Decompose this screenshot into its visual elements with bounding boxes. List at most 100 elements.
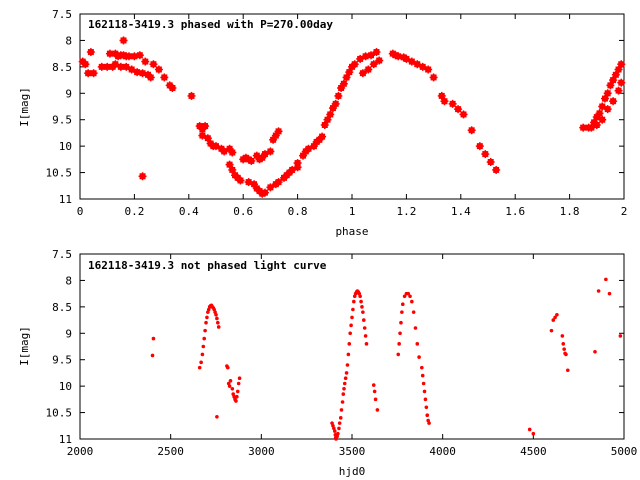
data-point	[399, 320, 403, 325]
data-point	[400, 310, 404, 314]
data-point	[340, 400, 345, 404]
y-tick-label: 11	[59, 193, 72, 206]
data-point	[459, 110, 468, 119]
y-tick-label: 8	[65, 34, 72, 47]
data-point	[560, 334, 565, 338]
data-point	[345, 363, 350, 367]
data-point	[424, 65, 433, 74]
data-point	[236, 381, 241, 386]
data-point	[150, 353, 155, 358]
data-point	[592, 121, 601, 129]
data-point	[617, 60, 626, 69]
data-point	[555, 312, 559, 317]
data-point	[358, 294, 362, 299]
data-point	[417, 355, 421, 359]
x-tick-label: 0.6	[233, 205, 253, 218]
data-point	[141, 57, 150, 66]
data-point	[411, 310, 416, 314]
data-point	[375, 56, 384, 65]
data-point	[364, 65, 373, 74]
data-point	[135, 51, 144, 60]
data-point	[598, 115, 607, 124]
data-point	[562, 347, 566, 351]
data-point	[215, 415, 219, 419]
data-point	[168, 84, 177, 92]
data-point	[342, 381, 347, 386]
y-tick-label: 8.5	[52, 301, 72, 314]
data-point	[205, 315, 209, 320]
data-point	[202, 336, 207, 341]
x-tick-label: 0.2	[124, 205, 144, 218]
data-point	[551, 318, 556, 322]
data-point	[406, 291, 411, 296]
axis-ticks: 0 0.2 0.4 0.6 0.8 1 1.2 1.4 1.6 1.8 2 7.5 8 8.5 9 9.5 10…	[46, 8, 628, 218]
data-point	[293, 159, 302, 168]
data-point	[373, 397, 378, 402]
data-point	[361, 310, 365, 314]
y-tick-label: 7.5	[52, 248, 72, 261]
data-point	[415, 342, 420, 346]
data-point	[593, 349, 597, 354]
data-point	[427, 421, 431, 425]
data-points	[150, 277, 623, 441]
data-point	[234, 399, 238, 403]
data-point	[235, 389, 240, 394]
y-tick-label: 10.5	[46, 407, 73, 420]
data-point	[318, 132, 327, 141]
x-tick-label: 0.4	[179, 205, 199, 218]
data-point	[160, 73, 169, 82]
data-point	[423, 397, 428, 402]
data-point	[367, 51, 376, 60]
y-tick-label: 10.5	[46, 167, 73, 180]
data-point	[398, 331, 402, 336]
data-point	[604, 277, 608, 282]
data-point	[448, 99, 457, 108]
data-point	[339, 79, 348, 88]
x-tick-label: 3000	[248, 445, 275, 458]
data-point	[364, 342, 369, 346]
data-point	[236, 176, 245, 185]
data-point	[408, 294, 412, 299]
data-point	[421, 381, 426, 386]
data-point	[440, 97, 449, 106]
x-tick-label: 1.6	[505, 205, 525, 218]
axis-ticks: 2000 2500 3000 3500 4000 4500 5000 7.5 8 8.5 9 9.5 1…	[46, 248, 638, 458]
x-tick-label: 1.8	[560, 205, 580, 218]
data-point	[89, 69, 98, 78]
data-point	[347, 342, 352, 346]
plot-frame	[79, 13, 625, 200]
data-point	[138, 172, 147, 181]
data-point	[228, 148, 237, 157]
data-point	[349, 323, 353, 328]
data-point	[216, 320, 220, 325]
y-tick-label: 9	[65, 87, 72, 100]
x-tick-label: 1.4	[451, 205, 471, 218]
x-tick-label: 4000	[429, 445, 456, 458]
data-point	[214, 312, 218, 317]
data-point	[199, 360, 203, 365]
data-point	[561, 342, 566, 346]
data-point	[343, 376, 348, 381]
data-point	[375, 408, 380, 412]
data-point	[531, 431, 536, 436]
data-point	[266, 147, 275, 156]
data-point	[342, 386, 346, 391]
data-point	[363, 334, 368, 338]
phased-light-curve-panel: 0 0.2 0.4 0.6 0.8 1 1.2 1.4 1.6 1.8 2 7.5 8 8.5 9 9.5 10…	[18, 8, 627, 238]
data-point	[549, 328, 554, 333]
y-tick-label: 10	[59, 140, 72, 153]
data-point	[603, 89, 612, 98]
y-tick-label: 9	[65, 327, 72, 340]
data-point	[200, 352, 205, 357]
data-point	[332, 429, 337, 433]
data-point	[454, 105, 463, 114]
y-axis-label: I[mag]	[18, 326, 31, 366]
data-point	[331, 99, 340, 108]
data-point	[334, 91, 343, 100]
data-point	[596, 289, 601, 293]
data-point	[486, 158, 495, 166]
data-point	[341, 392, 346, 396]
data-point	[266, 183, 275, 192]
data-point	[339, 408, 344, 412]
data-point	[429, 73, 438, 82]
